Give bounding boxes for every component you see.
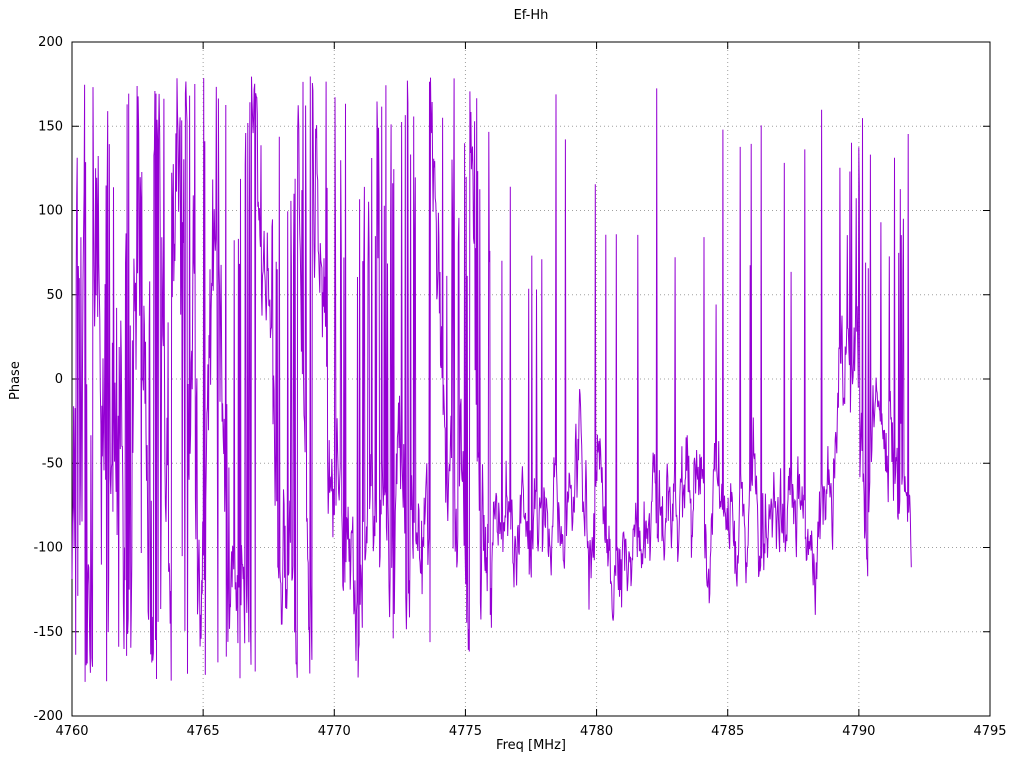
x-tick-label: 4765 (187, 724, 220, 739)
y-tick-label: -100 (33, 541, 63, 556)
y-tick-label: 100 (38, 204, 63, 219)
y-tick-label: -200 (33, 709, 63, 724)
x-tick-label: 4775 (449, 724, 482, 739)
x-tick-label: 4770 (318, 724, 351, 739)
y-tick-label: 50 (46, 288, 63, 303)
y-tick-label: 150 (38, 119, 63, 134)
x-tick-label: 4790 (842, 724, 875, 739)
x-tick-label: 4785 (711, 724, 744, 739)
x-tick-labels: 4760 4765 4770 4775 4780 4785 4790 4795 (55, 724, 1006, 739)
data-line (71, 76, 912, 682)
chart-title: Ef-Hh (513, 8, 549, 23)
y-tick-labels: -200 -150 -100 -50 0 50 100 150 200 (33, 35, 63, 724)
plot-border (71, 41, 991, 717)
x-tick-label: 4780 (580, 724, 613, 739)
x-tick-label: 4760 (55, 724, 88, 739)
y-tick-label: 200 (38, 35, 63, 50)
y-tick-label: -150 (33, 625, 63, 640)
x-tick-label: 4795 (973, 724, 1006, 739)
y-tick-label: 0 (55, 372, 63, 387)
y-tick-label: -50 (42, 456, 63, 471)
x-axis-label: Freq [MHz] (496, 738, 566, 753)
